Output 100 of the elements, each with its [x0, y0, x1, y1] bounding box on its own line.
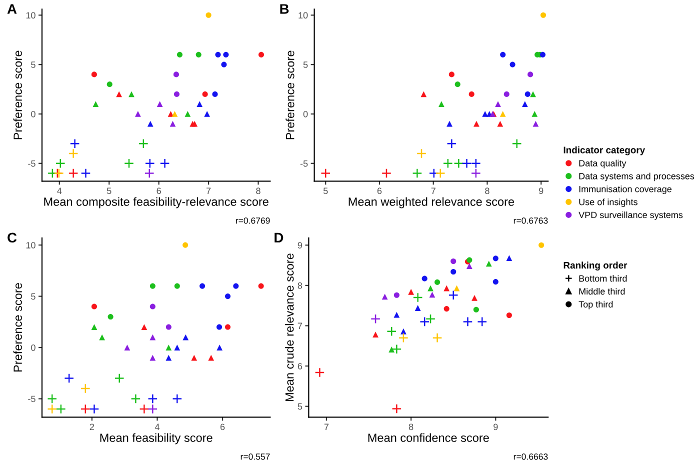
point [420, 316, 430, 327]
point [495, 101, 501, 108]
point [168, 111, 174, 117]
point [506, 312, 512, 318]
x-tick-label: 4 [154, 424, 160, 430]
point [454, 158, 464, 168]
point [68, 168, 78, 178]
point [320, 168, 331, 178]
point [444, 285, 450, 292]
point [70, 138, 80, 149]
point [173, 72, 180, 78]
legend-label: Data systems and processes [579, 172, 694, 182]
point [216, 344, 223, 350]
x-axis-title: Mean feasibility score [100, 433, 212, 444]
point [141, 324, 148, 330]
y-tick-label: 10 [26, 242, 36, 248]
point [56, 404, 66, 414]
point [408, 288, 414, 295]
point [135, 111, 141, 117]
point [482, 111, 488, 117]
point [472, 294, 478, 301]
point [91, 304, 98, 310]
x-axis-title: Mean composite feasibility-relevance score [44, 197, 268, 208]
point [532, 120, 539, 127]
point [174, 91, 180, 97]
point [500, 111, 506, 117]
point [382, 294, 388, 300]
point [434, 279, 440, 285]
point [420, 91, 427, 98]
point [233, 283, 239, 289]
point [540, 52, 546, 58]
point [174, 283, 180, 289]
point [426, 314, 436, 324]
point [446, 120, 452, 127]
point [128, 91, 134, 98]
point [150, 334, 156, 340]
point [504, 91, 510, 97]
y-tick-label: 0 [303, 110, 308, 118]
point [166, 324, 172, 330]
point [130, 394, 141, 404]
point [106, 82, 112, 88]
point [182, 334, 189, 340]
point [422, 276, 428, 282]
point [172, 111, 178, 117]
point [414, 305, 421, 311]
y-tick-label: 0 [31, 344, 36, 351]
point [144, 168, 154, 178]
point [510, 62, 516, 68]
y-tick-label: 5 [303, 62, 308, 68]
point [176, 52, 182, 58]
point [474, 120, 480, 127]
point [492, 256, 498, 262]
point [138, 138, 148, 149]
y-tick-label: 5 [31, 62, 36, 68]
point [435, 168, 446, 178]
x-tick-label: 9 [539, 188, 544, 194]
point [446, 138, 457, 149]
point [314, 367, 325, 378]
point [64, 373, 74, 384]
y-tick-label: 6 [298, 362, 302, 370]
point [148, 404, 158, 414]
y-tick-label: 0 [31, 110, 36, 118]
point [170, 120, 176, 127]
point [477, 316, 488, 327]
point [191, 354, 198, 361]
x-tick-label: 5 [106, 188, 112, 194]
point [512, 138, 522, 149]
point [99, 334, 106, 340]
point [92, 101, 99, 108]
x-tick-label: 4 [57, 188, 62, 194]
chart-title: A [7, 4, 17, 14]
y-tick-label: 7 [298, 322, 302, 329]
point [89, 404, 100, 414]
point [400, 328, 406, 334]
point [392, 344, 402, 354]
point [438, 101, 444, 108]
point [196, 52, 202, 58]
point [448, 72, 454, 78]
point [200, 283, 206, 289]
x-tick-label: 6 [156, 188, 161, 194]
legend-title: Indicator category [564, 146, 646, 156]
x-axis-title: Mean confidence score [368, 433, 489, 442]
legend-label: Top third [578, 300, 613, 310]
point [506, 255, 512, 261]
point [156, 101, 163, 108]
point [160, 158, 170, 168]
x-tick-label: 7 [431, 188, 436, 194]
point [166, 344, 172, 350]
point [497, 120, 504, 127]
point [392, 404, 402, 414]
y-axis-title: Preference score [13, 283, 22, 372]
point [538, 242, 544, 248]
point [47, 404, 58, 414]
y-tick-label: -5 [28, 396, 36, 402]
point [462, 158, 472, 168]
point [91, 72, 97, 78]
point [91, 324, 98, 330]
text: r=0.557 [240, 454, 270, 460]
point [530, 91, 536, 98]
point [139, 404, 150, 414]
